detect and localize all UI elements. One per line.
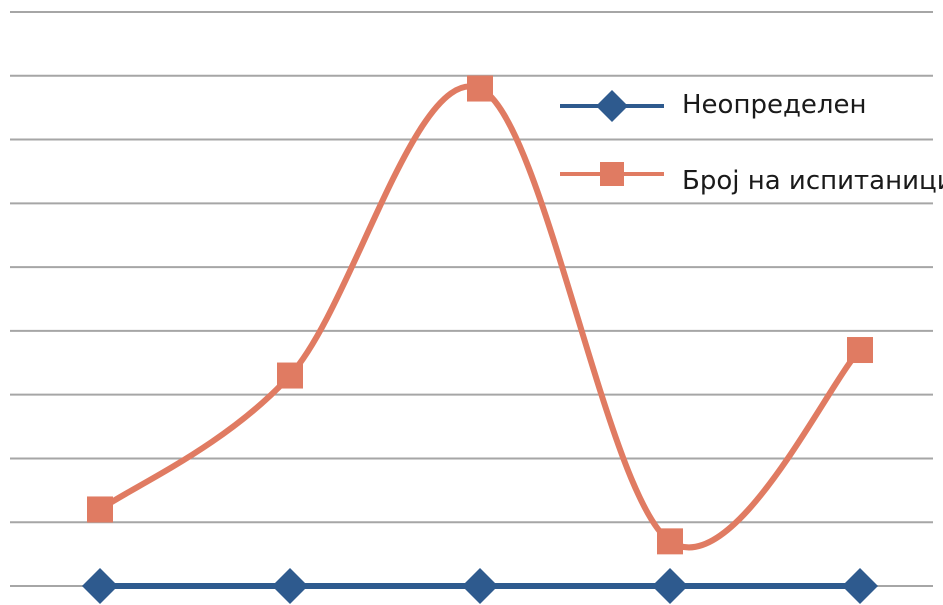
legend-label-respondents: Број на испитаници xyxy=(682,166,943,196)
legend-swatch-diamond xyxy=(560,90,664,122)
data-point xyxy=(652,568,688,604)
data-point xyxy=(462,568,498,604)
legend-swatch-square xyxy=(560,162,664,186)
data-point xyxy=(82,568,118,604)
data-point xyxy=(657,528,683,555)
data-point xyxy=(277,362,303,389)
data-point xyxy=(842,568,878,604)
data-point xyxy=(847,337,873,364)
series-1 xyxy=(87,75,873,555)
series-0 xyxy=(82,568,878,604)
series-line xyxy=(98,83,863,551)
data-point xyxy=(272,568,308,604)
legend-label-undetermined: Неопределен xyxy=(682,90,867,120)
data-point xyxy=(87,496,113,523)
series-layer xyxy=(82,75,878,604)
data-point xyxy=(467,75,493,102)
